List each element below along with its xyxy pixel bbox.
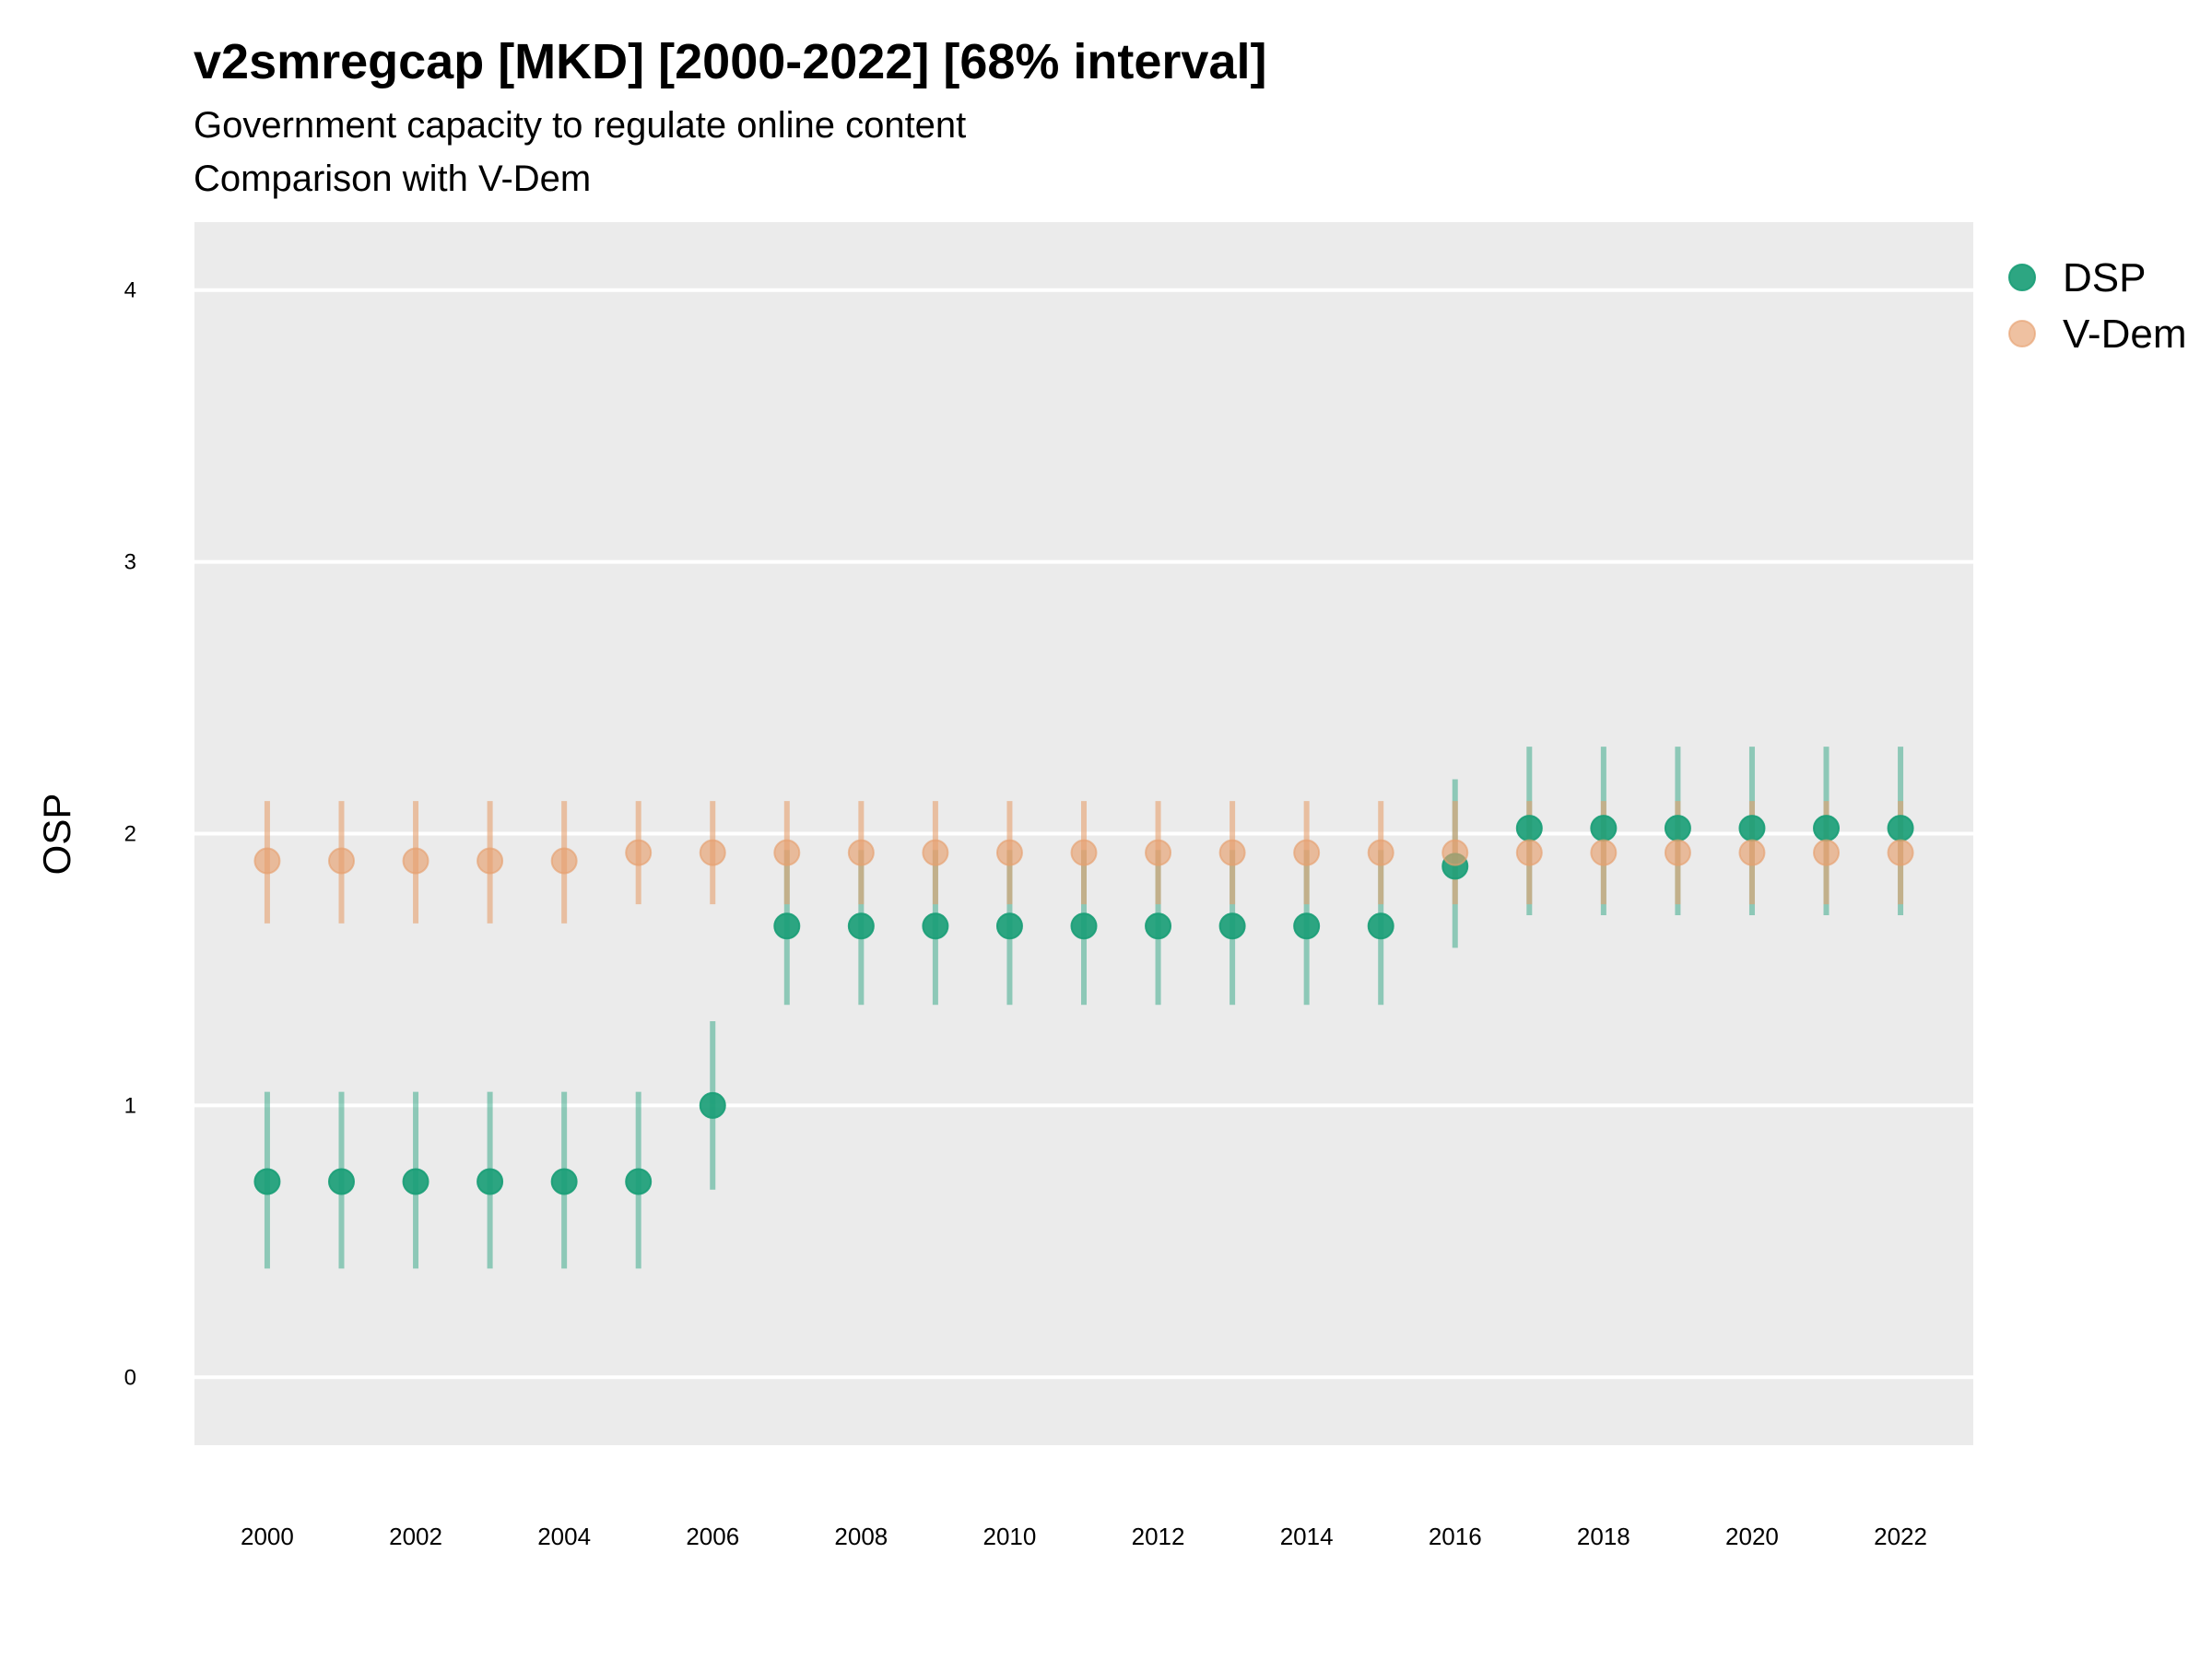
vdem-point [995, 839, 1023, 866]
x-tick-label: 2002 [389, 1523, 442, 1550]
y-tick-label: 0 [124, 1365, 136, 1390]
vdem-point [847, 839, 875, 866]
dsp-point [477, 1168, 504, 1195]
dsp-point [773, 912, 801, 940]
y-tick-label: 2 [124, 822, 136, 847]
vdem-point [402, 847, 429, 875]
vdem-point [1590, 839, 1618, 866]
vdem-point [1887, 839, 1914, 866]
vdem-point [773, 839, 801, 866]
y-tick-label: 1 [124, 1093, 136, 1118]
vdem-point [550, 847, 578, 875]
x-tick-label: 2000 [241, 1523, 294, 1550]
dsp-point [847, 912, 875, 940]
dsp-point [1070, 912, 1098, 940]
legend-swatch-dsp [2008, 264, 2036, 291]
vdem-point [1367, 839, 1394, 866]
vdem-point [1664, 839, 1691, 866]
dsp-point [1813, 815, 1841, 842]
vdem-point [1813, 839, 1841, 866]
x-tick-label: 2008 [834, 1523, 888, 1550]
y-tick-label: 3 [124, 550, 136, 575]
x-tick-label: 2010 [983, 1523, 1037, 1550]
vdem-point [1293, 839, 1321, 866]
vdem-point [625, 839, 653, 866]
x-tick-label: 2012 [1132, 1523, 1185, 1550]
vdem-point [1738, 839, 1766, 866]
dsp-point [1367, 912, 1394, 940]
vdem-point [699, 839, 726, 866]
vdem-point [1070, 839, 1098, 866]
y-tick-label: 4 [124, 278, 136, 303]
x-tick-label: 2014 [1280, 1523, 1334, 1550]
vdem-point [1145, 839, 1172, 866]
dsp-point [995, 912, 1023, 940]
dsp-point [1145, 912, 1172, 940]
x-tick-label: 2006 [686, 1523, 739, 1550]
vdem-point [1515, 839, 1543, 866]
vdem-point [922, 839, 949, 866]
dsp-point [699, 1091, 726, 1119]
legend-swatch-vdem [2008, 320, 2036, 347]
chart-subtitle: Government capacity to regulate online c… [194, 105, 967, 146]
x-tick-label: 2016 [1429, 1523, 1482, 1550]
dsp-point [327, 1168, 355, 1195]
legend-label-vdem: V-Dem [2063, 312, 2186, 357]
legend-label-dsp: DSP [2063, 255, 2146, 300]
vdem-point [1218, 839, 1246, 866]
y-axis-label: OSP [35, 794, 78, 876]
chart-title: v2smregcap [MKD] [2000-2022] [68% interv… [194, 34, 1267, 89]
dsp-point [550, 1168, 578, 1195]
x-tick-label: 2020 [1725, 1523, 1779, 1550]
chart-subtitle-comparison: Comparison with V-Dem [194, 159, 592, 199]
vdem-point [1441, 839, 1469, 866]
dsp-point [1515, 815, 1543, 842]
dsp-point [1590, 815, 1618, 842]
dsp-point [922, 912, 949, 940]
x-tick-label: 2018 [1577, 1523, 1630, 1550]
dsp-point [625, 1168, 653, 1195]
dsp-point [253, 1168, 281, 1195]
dsp-point [1887, 815, 1914, 842]
dsp-point [1293, 912, 1321, 940]
dsp-point [1738, 815, 1766, 842]
x-tick-label: 2022 [1874, 1523, 1927, 1550]
vdem-point [253, 847, 281, 875]
dsp-point [1664, 815, 1691, 842]
dsp-point [1218, 912, 1246, 940]
vdem-point [477, 847, 504, 875]
dsp-point [402, 1168, 429, 1195]
vdem-point [327, 847, 355, 875]
x-tick-label: 2004 [537, 1523, 591, 1550]
